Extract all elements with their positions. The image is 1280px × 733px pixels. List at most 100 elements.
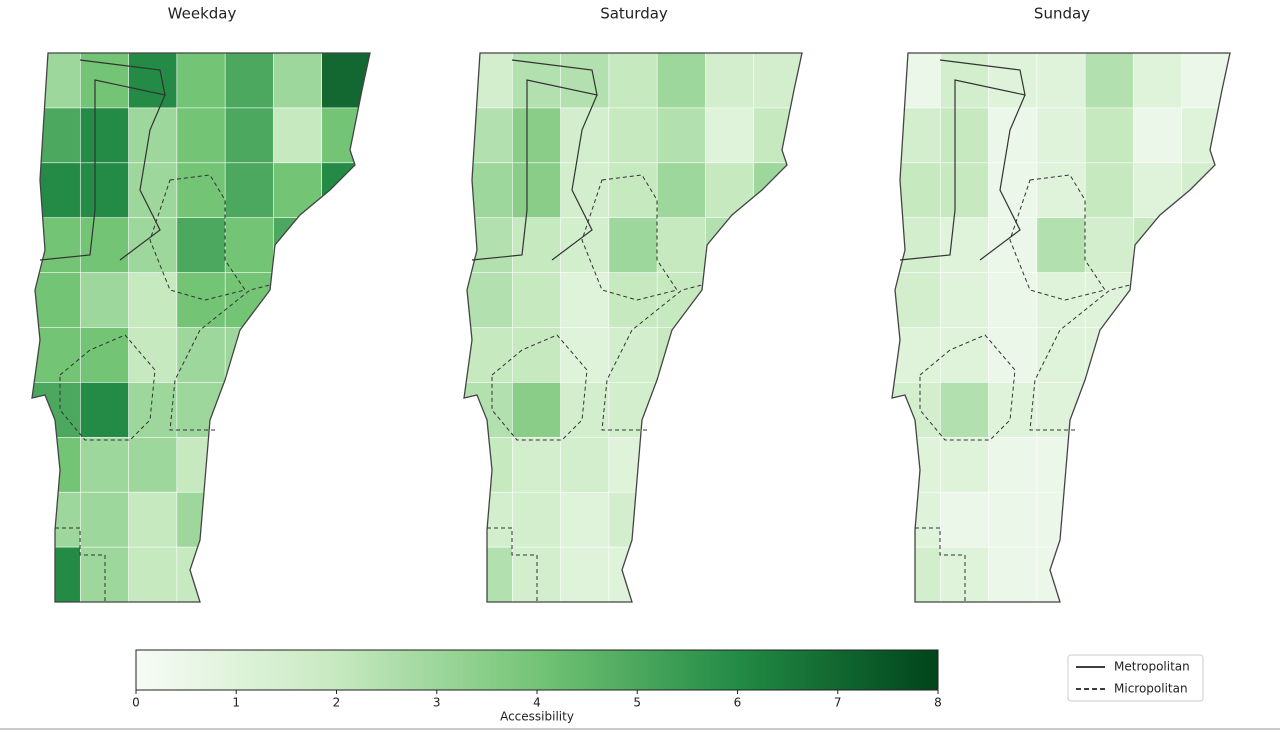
town-cell xyxy=(224,107,275,164)
town-cell xyxy=(1036,546,1086,602)
town-cell xyxy=(1084,217,1135,274)
town-cell xyxy=(705,217,755,274)
town-cell xyxy=(79,327,130,384)
town-cell xyxy=(176,162,226,219)
micro-boundary xyxy=(59,334,156,441)
micro-boundary xyxy=(55,527,106,602)
town-cell xyxy=(988,162,1038,219)
town-cell xyxy=(511,327,562,384)
town-cell xyxy=(1181,53,1230,109)
town-cell xyxy=(892,107,942,164)
town-cell xyxy=(656,53,707,109)
town-cell xyxy=(939,491,990,548)
town-cell xyxy=(988,436,1038,493)
metro-boundary xyxy=(39,59,166,261)
town-cell xyxy=(128,546,178,602)
town-cell xyxy=(176,382,226,439)
town-cell xyxy=(939,272,990,329)
town-cell xyxy=(608,217,658,274)
town-cell xyxy=(608,162,658,219)
town-cell xyxy=(892,436,942,493)
town-cell xyxy=(464,546,514,602)
map xyxy=(463,52,803,603)
metro-boundary xyxy=(119,94,166,261)
town-cell xyxy=(32,107,82,164)
town-cell xyxy=(224,272,275,329)
town-cell xyxy=(656,491,707,548)
town-cell xyxy=(79,491,130,548)
town-cell xyxy=(511,272,562,329)
town-cell xyxy=(560,53,610,109)
town-cell xyxy=(224,436,275,493)
town-cell xyxy=(128,436,178,493)
town-cell xyxy=(988,327,1038,384)
map-title: Saturday xyxy=(600,5,668,23)
town-cell xyxy=(892,272,942,329)
colorbar-tick-label: 5 xyxy=(633,696,641,710)
colorbar-tick-label: 8 xyxy=(934,696,942,710)
town-cell xyxy=(560,272,610,329)
micro-boundary xyxy=(169,284,271,431)
town-cell xyxy=(1036,162,1086,219)
town-cell xyxy=(79,272,130,329)
town-cell xyxy=(560,327,610,384)
town-cell xyxy=(464,436,514,493)
town-cell xyxy=(1084,436,1135,493)
town-cell xyxy=(1084,491,1135,548)
town-cell xyxy=(1036,382,1086,439)
map-title: Sunday xyxy=(1034,5,1090,23)
town-cell xyxy=(560,436,610,493)
town-cell xyxy=(939,217,990,274)
town-cell xyxy=(79,436,130,493)
town-cell xyxy=(753,53,802,109)
town-cell xyxy=(656,436,707,493)
town-cell xyxy=(511,382,562,439)
town-cell xyxy=(321,107,370,164)
town-cell xyxy=(1133,53,1183,109)
town-cell xyxy=(176,546,226,602)
town-cell xyxy=(464,162,514,219)
micro-boundary xyxy=(915,527,966,602)
town-cell xyxy=(608,436,658,493)
town-cell xyxy=(705,107,755,164)
town-cell xyxy=(511,217,562,274)
town-cell xyxy=(656,382,707,439)
micro-boundary xyxy=(581,174,678,301)
micro-boundary xyxy=(491,334,588,441)
micro-boundary xyxy=(1029,284,1131,431)
town-cell xyxy=(79,217,130,274)
map-title: Weekday xyxy=(168,5,237,23)
colorbar-tick-label: 2 xyxy=(333,696,341,710)
town-cell xyxy=(224,53,275,109)
town-cell xyxy=(560,107,610,164)
town-cell xyxy=(128,107,178,164)
town-cell xyxy=(176,327,226,384)
town-cell xyxy=(1036,53,1086,109)
town-cell xyxy=(560,217,610,274)
town-cell xyxy=(1084,107,1135,164)
town-cell xyxy=(176,107,226,164)
town-cell xyxy=(939,327,990,384)
town-cell xyxy=(656,217,707,274)
town-cell xyxy=(892,217,942,274)
town-cell xyxy=(128,53,178,109)
town-cell xyxy=(939,436,990,493)
town-cell xyxy=(753,107,802,164)
town-cell xyxy=(176,53,226,109)
town-cell xyxy=(1036,107,1086,164)
state-outline xyxy=(31,52,371,603)
town-cell xyxy=(79,107,130,164)
town-cell xyxy=(892,53,942,109)
town-cell xyxy=(1181,107,1230,164)
town-cell xyxy=(656,162,707,219)
metro-boundary xyxy=(551,94,598,261)
map xyxy=(891,52,1231,603)
town-cell xyxy=(32,272,82,329)
town-cell xyxy=(939,382,990,439)
town-cell xyxy=(608,272,658,329)
town-cell xyxy=(464,107,514,164)
colorbar-tick-label: 4 xyxy=(533,696,541,710)
town-cell xyxy=(32,436,82,493)
micro-boundary xyxy=(601,284,703,431)
